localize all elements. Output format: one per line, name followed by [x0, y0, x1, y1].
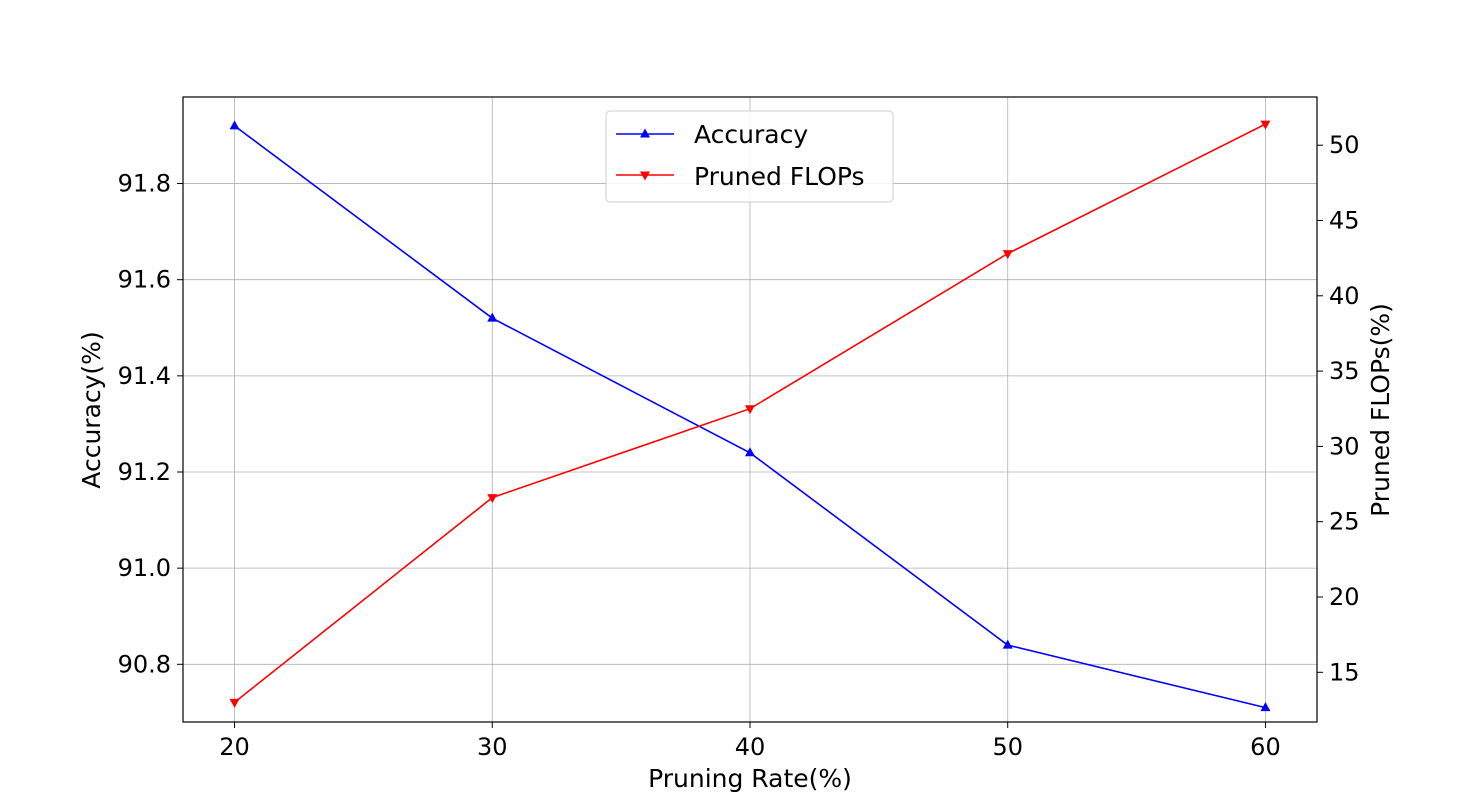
legend: Accuracy Pruned FLOPs [605, 110, 894, 203]
y-axis-right: 15 20 25 30 35 40 45 50 [1317, 131, 1360, 686]
y-tick-label-right: 30 [1329, 432, 1360, 460]
series-layer [229, 120, 1271, 712]
x-tick-label: 60 [1250, 733, 1281, 761]
data-point-pruned-flops [229, 698, 240, 708]
legend-marker-accuracy [640, 128, 650, 138]
y-tick-label-left: 91.4 [118, 362, 171, 390]
data-point-accuracy [745, 447, 755, 457]
data-point-pruned-flops [1002, 250, 1013, 260]
y-tick-label-left: 91.6 [118, 266, 171, 294]
y-axis-label-left: Accuracy(%) [77, 331, 106, 488]
data-point-pruned-flops [487, 494, 498, 504]
y-tick-label-left: 91.0 [118, 554, 171, 582]
legend-marker-pruned-flops [640, 171, 650, 181]
data-point-accuracy [1002, 639, 1013, 649]
y-tick-label-right: 50 [1329, 131, 1360, 159]
x-axis-label: Pruning Rate(%) [648, 764, 852, 793]
y-axis-label-right: Pruned FLOPs(%) [1366, 303, 1395, 517]
y-tick-label-right: 35 [1329, 357, 1360, 385]
x-axis: 20 30 40 50 60 [219, 722, 1281, 761]
data-point-accuracy [1260, 702, 1271, 712]
y-tick-label-left: 90.8 [118, 650, 171, 678]
x-tick-label: 50 [992, 733, 1023, 761]
data-point-accuracy [487, 312, 498, 322]
y-tick-label-right: 45 [1329, 206, 1360, 234]
legend-label-pruned-flops: Pruned FLOPs [694, 162, 865, 191]
x-tick-label: 30 [477, 733, 508, 761]
x-tick-label: 20 [219, 733, 250, 761]
data-point-accuracy [229, 120, 240, 130]
y-tick-label-left: 91.2 [118, 458, 171, 486]
y-tick-label-right: 20 [1329, 583, 1360, 611]
data-point-pruned-flops [1260, 120, 1271, 130]
data-point-pruned-flops [745, 405, 755, 415]
legend-box [605, 110, 894, 203]
x-tick-label: 40 [735, 733, 766, 761]
y-tick-label-left: 91.8 [118, 170, 171, 198]
y-tick-label-right: 40 [1329, 282, 1360, 310]
y-axis-left: 90.8 91.0 91.2 91.4 91.6 91.8 [118, 170, 183, 678]
legend-label-accuracy: Accuracy [694, 120, 808, 149]
y-tick-label-right: 15 [1329, 658, 1360, 686]
y-tick-label-right: 25 [1329, 508, 1360, 536]
